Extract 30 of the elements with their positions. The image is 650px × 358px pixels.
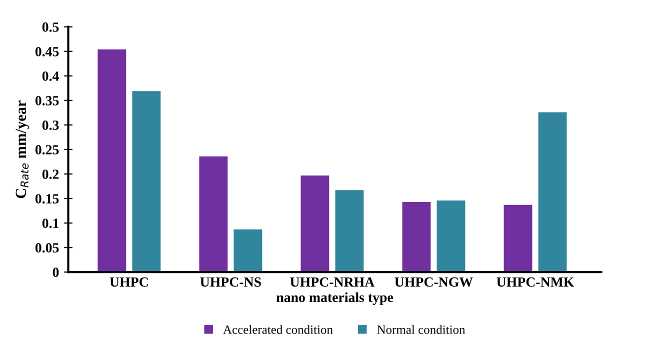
y-tick-label: 0.1 <box>42 218 59 228</box>
bar <box>402 202 431 272</box>
x-tick-label: UHPC-NGW <box>394 277 473 287</box>
bar <box>300 175 330 272</box>
y-tick-label: 0.45 <box>35 46 59 56</box>
bar <box>504 204 532 272</box>
bar <box>436 200 466 272</box>
y-tick-label: 0 <box>52 268 59 278</box>
x-tick-label: UHPC-NS <box>200 277 261 287</box>
x-tick-label: UHPC-NRHA <box>290 277 375 287</box>
legend-label: Normal condition <box>377 325 466 334</box>
y-tick-label: 0.05 <box>35 243 59 253</box>
bar <box>98 49 126 272</box>
y-tick-label: 0.3 <box>42 120 59 130</box>
y-tick-label: 0.2 <box>42 170 59 180</box>
y-tick-label: 0.5 <box>42 22 59 32</box>
y-axis-title: C$_{Rate}$ mm/year <box>16 100 30 198</box>
x-tick-label: UHPC <box>110 277 148 287</box>
bar <box>538 112 567 272</box>
x-tick-label: UHPC-NMK <box>496 277 574 287</box>
bar <box>234 229 262 272</box>
bar <box>132 91 161 272</box>
y-tick-label: 0.25 <box>35 145 59 154</box>
legend-label: Accelerated condition <box>223 325 333 334</box>
y-tick-label: 0.4 <box>42 71 59 81</box>
x-axis-title: nano materials type <box>276 292 394 305</box>
bar <box>199 156 228 272</box>
bar <box>335 190 364 272</box>
y-tick-label: 0.35 <box>35 96 59 106</box>
y-tick-label: 0.15 <box>35 194 59 204</box>
